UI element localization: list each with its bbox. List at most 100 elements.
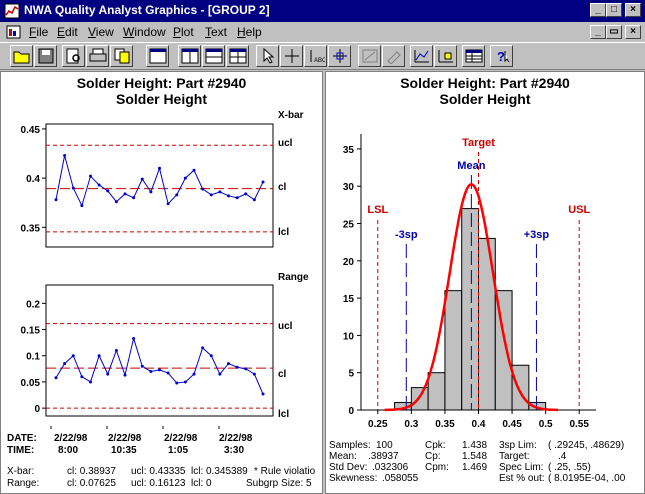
layout-2-button[interactable]: [178, 45, 201, 67]
xbar-cl-label: cl: [278, 182, 287, 193]
stat-samples-label: Samples:: [329, 440, 371, 451]
open-button[interactable]: [10, 45, 33, 67]
hist-ytick-label: 25: [343, 220, 355, 231]
app-icon: [4, 3, 20, 19]
menu-text[interactable]: Text: [205, 25, 228, 39]
data-table-button[interactable]: [462, 45, 485, 67]
print-button[interactable]: [86, 45, 109, 67]
date-tick-4: 2/22/98: [219, 433, 253, 444]
xbar-point: [71, 186, 75, 190]
xbar-point: [89, 174, 92, 178]
doc-minimize-button[interactable]: _: [590, 25, 606, 39]
footer-xbar-lcl: lcl: 0.345389: [191, 466, 248, 477]
layout-1-button[interactable]: [146, 45, 169, 67]
maximize-button[interactable]: □: [606, 3, 622, 17]
xbar-ucl-label: ucl: [278, 138, 293, 149]
range-point: [261, 392, 265, 396]
menu-window[interactable]: Window: [123, 25, 166, 39]
fix-disabled-icon: [387, 51, 401, 64]
stat-3sp: ( .29245, .48629): [548, 440, 625, 451]
save-button[interactable]: [34, 45, 57, 67]
range-point: [114, 349, 118, 352]
help-icon: ?: [497, 49, 510, 64]
document-icon[interactable]: [6, 24, 22, 40]
range-plot-frame: [45, 284, 274, 417]
doc-restore-button[interactable]: ▭: [606, 25, 622, 39]
edit-disabled-button[interactable]: [358, 45, 381, 67]
hist-ytick-label: 10: [343, 331, 355, 342]
xbar-point: [123, 192, 127, 196]
control-chart-pane: Solder Height: Part #2940 Solder Height …: [0, 71, 323, 494]
range-ucl-label: ucl: [278, 321, 293, 332]
layout-3-button[interactable]: [202, 45, 225, 67]
range-point: [166, 371, 170, 375]
xbar-point: [54, 198, 58, 202]
stat-cp-label: Cp:: [425, 451, 441, 462]
stat-skew: .058055: [382, 473, 419, 484]
footer-range-lcl: lcl: 0: [191, 478, 212, 489]
footer-range-cl: cl: 0.07625: [67, 478, 116, 489]
pointer-button[interactable]: [256, 45, 279, 67]
hist-bar: [444, 290, 463, 411]
histogram-pane: Solder Height: Part #2940 Solder Height …: [325, 71, 645, 494]
hist-bar: [511, 364, 530, 411]
date-tick-3: 2/22/98: [164, 433, 198, 444]
menu-edit[interactable]: Edit: [57, 25, 78, 39]
hist-xtick-label: 0.3: [404, 419, 418, 430]
normal-curve: [384, 182, 559, 412]
menu-plot[interactable]: Plot: [173, 25, 194, 39]
time-label: TIME:: [7, 445, 34, 456]
left-title-line1: Solder Height: Part #2940: [76, 75, 247, 91]
doc-close-button[interactable]: ×: [625, 25, 641, 39]
hist-xtick-label: 0.25: [368, 419, 388, 430]
hist-ytick-label: 15: [343, 294, 355, 305]
ref-label-usl: USL: [568, 204, 590, 216]
xbar-point: [149, 190, 153, 194]
fix-disabled-button[interactable]: [382, 45, 405, 67]
menu-help[interactable]: Help: [237, 25, 262, 39]
xbar-point: [114, 200, 118, 204]
range-point: [218, 372, 222, 376]
xbar-ytick-label: 0.45: [21, 125, 41, 136]
hist-bar: [427, 372, 446, 411]
stat-samples: 100: [376, 440, 393, 451]
range-ytick-label: 0.05: [21, 378, 41, 389]
stat-cp: 1.548: [462, 451, 488, 462]
stat-cpk-label: Cpk:: [425, 440, 446, 451]
copy-button[interactable]: [110, 45, 133, 67]
xbar-point: [235, 196, 239, 200]
annotate-button[interactable]: [434, 45, 457, 67]
print-preview-button[interactable]: [62, 45, 85, 67]
toolbar: ABC ?: [0, 42, 645, 70]
menu-view[interactable]: View: [88, 25, 114, 39]
stat-std-label: Std Dev:: [329, 462, 368, 473]
pointer-icon: [263, 48, 275, 64]
ref-label-target: Target: [462, 137, 495, 149]
text-tool-icon: ABC: [310, 50, 325, 64]
range-point: [158, 368, 161, 372]
text-tool-button[interactable]: ABC: [304, 45, 327, 67]
time-tick-4: 3:30: [224, 445, 244, 456]
xbar-plot-frame: [45, 123, 274, 248]
stat-cpm-label: Cpm:: [425, 462, 449, 473]
analyze-button[interactable]: [410, 45, 433, 67]
layout-4-button[interactable]: [226, 45, 249, 67]
chart-layout-4-icon: [229, 48, 247, 64]
help-button[interactable]: ?: [490, 45, 513, 67]
stat-estout: ( 8.0195E-04, .00: [548, 473, 626, 484]
footer-rule-note: * Rule violatio: [254, 466, 316, 477]
minimize-button[interactable]: _: [590, 3, 606, 17]
range-point: [80, 375, 84, 379]
footer-range-row: Range:: [7, 478, 40, 489]
close-button[interactable]: ×: [625, 3, 641, 17]
stat-cpm: 1.469: [462, 462, 488, 473]
hist-ytick-label: 5: [348, 369, 354, 380]
crosshair-button[interactable]: [280, 45, 303, 67]
chart-layout-3-icon: [205, 48, 223, 64]
menu-file[interactable]: File: [29, 25, 49, 39]
stat-target: .4: [558, 451, 567, 462]
ref-label-3sp: -3sp: [395, 229, 418, 241]
marker-button[interactable]: [328, 45, 351, 67]
xbar-point: [227, 194, 230, 198]
window-title: NWA Quality Analyst Graphics - [GROUP 2]: [24, 3, 270, 17]
